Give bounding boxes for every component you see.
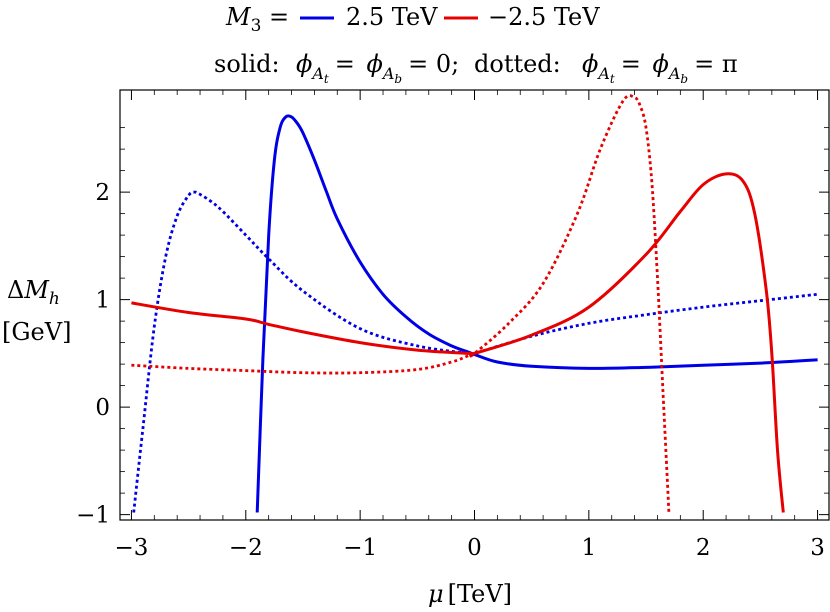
series-red-dotted [131,94,671,513]
axis-ticks: −3 −2 −1 0 1 2 3 −1 0 1 2 [76,90,829,561]
legend-phi-3: ϕ [582,50,598,78]
legend-solid-label: solid: [214,50,280,78]
legend-m3-prefix: M [225,3,252,31]
series-blue-solid [255,114,818,513]
legend-phi-1: ϕ [296,50,312,78]
x-axis-label: μ [TeV] [428,580,512,608]
legend-m3-sub: 3 [251,16,262,36]
svg-text:M3 =: M3 = [225,3,289,36]
legend-dotted-label: dotted: [474,50,561,78]
x-tick-label: 0 [467,535,482,561]
x-tick-label: −2 [229,535,263,561]
svg-text:ΔMh: ΔMh [7,276,60,309]
x-tick-label: 2 [696,535,711,561]
y-tick-label: −1 [76,503,110,529]
plot-frame [119,89,830,521]
svg-text:μ[TeV]: μ [TeV] [428,580,512,608]
legend-phi-4: ϕ [653,50,669,78]
legend-m3-eq: = [261,3,289,31]
legend-blue-label: 2.5 TeV [346,3,438,31]
y-axis-label: ΔMh [GeV] [2,276,71,346]
legend-phi-2: ϕ [367,50,383,78]
series-red-solid [131,172,785,513]
y-axis-unit: [GeV] [2,318,71,346]
legend: M3 = 2.5 TeV −2.5 TeV solid: ϕAt= ϕAb= 0… [214,3,738,86]
y-tick-label: 0 [95,395,110,421]
x-tick-label: 1 [582,535,597,561]
x-tick-label: −3 [114,535,148,561]
y-tick-label: 2 [95,180,110,206]
x-tick-label: 3 [810,535,825,561]
y-tick-label: 1 [95,288,110,314]
legend-red-label: −2.5 TeV [488,3,600,31]
series-group [131,94,818,513]
x-tick-label: −1 [343,535,377,561]
legend-phase-note: solid: ϕAt= ϕAb= 0; dotted: ϕAt= ϕAb= π [214,50,738,86]
